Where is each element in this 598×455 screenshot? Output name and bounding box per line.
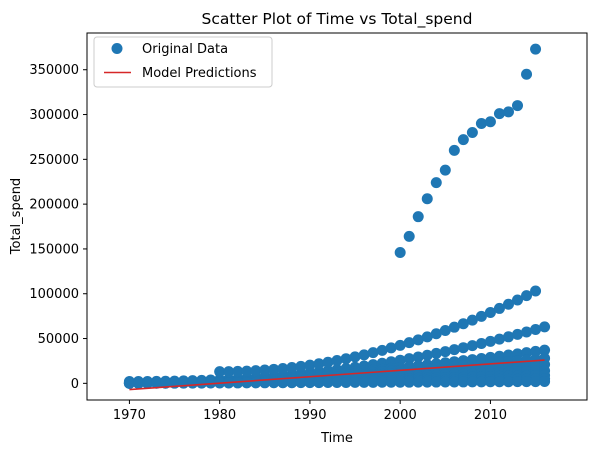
data-point: [539, 376, 550, 387]
y-tick-label: 200000: [29, 198, 79, 213]
data-point: [440, 165, 451, 176]
y-tick-label: 350000: [29, 63, 79, 78]
x-tick-label: 2000: [384, 408, 417, 423]
legend-original-data-marker: [112, 43, 123, 54]
legend: Original Data Model Predictions: [94, 37, 272, 87]
y-tick-label: 150000: [29, 242, 79, 257]
data-point: [485, 116, 496, 127]
data-point: [512, 100, 523, 111]
x-tick-label: 2010: [474, 408, 507, 423]
data-point: [467, 127, 478, 138]
data-point: [458, 134, 469, 145]
x-axis-label: Time: [320, 431, 353, 446]
data-point: [431, 177, 442, 188]
data-point: [395, 247, 406, 258]
legend-original-data-label: Original Data: [142, 42, 228, 57]
data-point: [449, 344, 460, 355]
data-point: [440, 346, 451, 357]
data-point: [521, 69, 532, 80]
data-point: [422, 193, 433, 204]
y-tick-label: 50000: [38, 332, 79, 347]
y-tick-label: 250000: [29, 153, 79, 168]
y-axis-label: Total_spend: [9, 178, 24, 255]
y-tick-label: 300000: [29, 108, 79, 123]
y-tick-label: 100000: [29, 287, 79, 302]
x-tick-label: 1990: [293, 408, 326, 423]
data-point: [449, 145, 460, 156]
x-tick-label: 1970: [113, 408, 146, 423]
legend-model-predictions-label: Model Predictions: [142, 66, 257, 81]
data-point: [503, 106, 514, 117]
x-tick-label: 1980: [203, 408, 236, 423]
data-point: [539, 321, 550, 332]
y-tick-label: 0: [71, 377, 79, 392]
data-point: [341, 353, 352, 364]
data-point: [413, 211, 424, 222]
chart-title: Scatter Plot of Time vs Total_spend: [202, 10, 473, 29]
data-point: [404, 231, 415, 242]
data-point: [530, 286, 541, 297]
data-point: [530, 44, 541, 55]
